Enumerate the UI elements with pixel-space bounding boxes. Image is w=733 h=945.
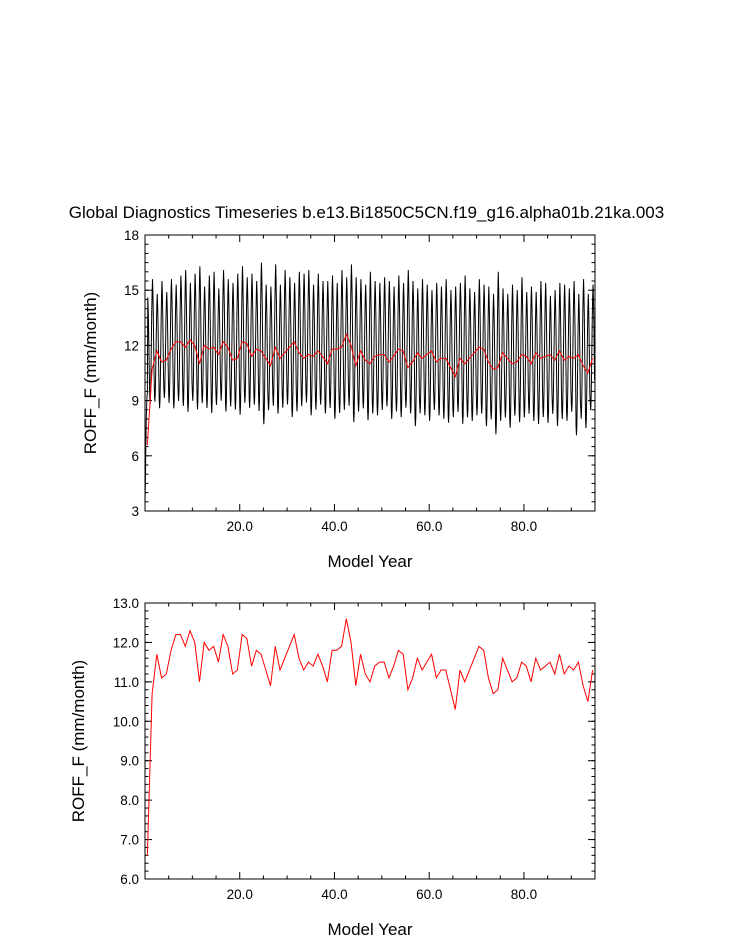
y-tick-label: 9: [131, 394, 139, 409]
y-tick-label: 11.0: [114, 675, 139, 690]
y-tick-label: 18: [124, 228, 139, 243]
annual-mean-series-line: [146, 333, 594, 445]
x-tick-label: 40.0: [321, 887, 347, 902]
annual-mean-series-line: [146, 618, 594, 856]
y-tick-label: 3: [131, 504, 139, 519]
y-tick-label: 9.0: [120, 754, 139, 769]
panel-bottom-chart: 6.0 7.0 8.0 9.0 10.0 11.0 12.0 13.0 20.0 40.0 60.0…: [69, 596, 596, 939]
x-tick-label: 60.0: [416, 887, 442, 902]
x-tick-label: 80.0: [511, 519, 537, 534]
y-tick-label: 6.0: [120, 872, 139, 887]
x-axis-label: Model Year: [327, 552, 412, 571]
y-axis-label: ROFF_F (mm/month): [69, 660, 88, 822]
y-tick-label: 15: [124, 283, 139, 298]
y-tick-label: 8.0: [120, 793, 139, 808]
x-axis-label: Model Year: [327, 920, 412, 939]
x-tick-label: 80.0: [511, 887, 537, 902]
y-tick-label: 12: [124, 338, 139, 353]
x-tick-label: 40.0: [321, 519, 347, 534]
panel-top-chart: 3 6 9 12 15 18 20.0 40.0 60.0 80.0 Model Year ROFF_…: [81, 228, 596, 571]
y-tick-label: 12.0: [113, 635, 139, 650]
y-tick-label: 13.0: [113, 596, 139, 611]
y-tick-label: 7.0: [120, 833, 139, 848]
monthly-series-line: [145, 262, 595, 502]
x-tick-label: 60.0: [416, 519, 442, 534]
y-axis-label: ROFF_F (mm/month): [81, 292, 100, 454]
y-tick-label: 6: [131, 449, 139, 464]
plot-frame: [144, 602, 596, 880]
y-tick-label: 10.0: [113, 714, 139, 729]
x-tick-label: 20.0: [227, 519, 253, 534]
x-tick-label: 20.0: [227, 887, 253, 902]
figure-title: Global Diagnostics Timeseries b.e13.Bi18…: [68, 203, 665, 222]
